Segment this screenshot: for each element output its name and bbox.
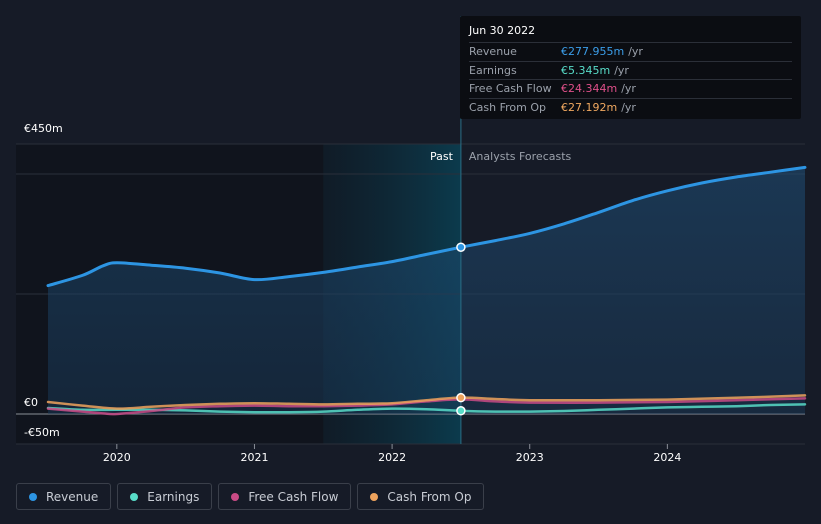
tooltip-value: €27.192m: [561, 100, 618, 114]
tooltip-unit: /yr: [628, 45, 643, 59]
revenue-dot-icon: [29, 492, 37, 501]
legend-item-earnings[interactable]: Earnings: [117, 483, 213, 510]
y-tick-label: €450m: [24, 122, 63, 135]
tooltip-row-cash-from-op: Cash From Op €27.192m /yr: [469, 97, 792, 117]
revenue-marker: [456, 242, 466, 252]
x-tick-label: 2024: [653, 451, 681, 464]
tooltip-unit: /yr: [621, 82, 636, 96]
tooltip-unit: /yr: [614, 63, 629, 77]
tooltip-row-free-cash-flow: Free Cash Flow €24.344m /yr: [469, 79, 792, 98]
y-tick-label: -€50m: [24, 426, 60, 439]
legend: Revenue Earnings Free Cash Flow Cash Fro…: [16, 483, 485, 510]
tooltip: Jun 30 2022 Revenue €277.955m /yr Earnin…: [460, 16, 801, 119]
x-tick-label: 2023: [516, 451, 544, 464]
x-tick-label: 2022: [378, 451, 406, 464]
legend-label: Free Cash Flow: [248, 489, 339, 504]
free-cash-flow-dot-icon: [231, 492, 240, 501]
tooltip-row-revenue: Revenue €277.955m /yr: [469, 42, 792, 61]
tooltip-label: Revenue: [469, 45, 517, 59]
cash-from-op-dot-icon: [370, 492, 379, 501]
x-tick-label: 2020: [103, 451, 131, 464]
free-cash-flow-line: [46, 397, 807, 416]
tooltip-value: €24.344m: [561, 82, 618, 96]
tooltip-value: €277.955m: [561, 45, 625, 59]
revenue-line: [46, 165, 807, 288]
tooltip-label: Cash From Op: [469, 100, 547, 114]
tooltip-row-earnings: Earnings €5.345m /yr: [469, 60, 792, 80]
tooltip-value: €5.345m: [561, 63, 611, 77]
earnings-line: [46, 403, 807, 414]
earnings-dot-icon: [130, 492, 139, 501]
legend-item-free-cash-flow[interactable]: Free Cash Flow: [218, 483, 352, 510]
cash-from-op-marker: [456, 392, 466, 403]
past-label: Past: [430, 150, 454, 163]
legend-item-cash-from-op[interactable]: Cash From Op: [357, 483, 485, 510]
x-tick-label: 2021: [240, 451, 268, 464]
chart: Past Analysts Forecasts €450m €0 -€50m 202…: [16, 16, 807, 464]
y-tick-label: €0: [24, 396, 38, 409]
legend-label: Cash From Op: [387, 489, 472, 504]
tooltip-date: Jun 30 2022: [469, 24, 536, 37]
tooltip-unit: /yr: [621, 100, 636, 114]
legend-label: Earnings: [147, 489, 200, 504]
earnings-marker: [456, 406, 466, 416]
tooltip-label: Free Cash Flow: [469, 82, 552, 96]
revenue-area: [48, 167, 805, 414]
legend-item-revenue[interactable]: Revenue: [16, 483, 112, 510]
legend-label: Revenue: [46, 489, 99, 504]
forecast-label: Analysts Forecasts: [469, 150, 572, 163]
tooltip-label: Earnings: [469, 63, 517, 77]
cash-from-op-line: [46, 394, 807, 410]
